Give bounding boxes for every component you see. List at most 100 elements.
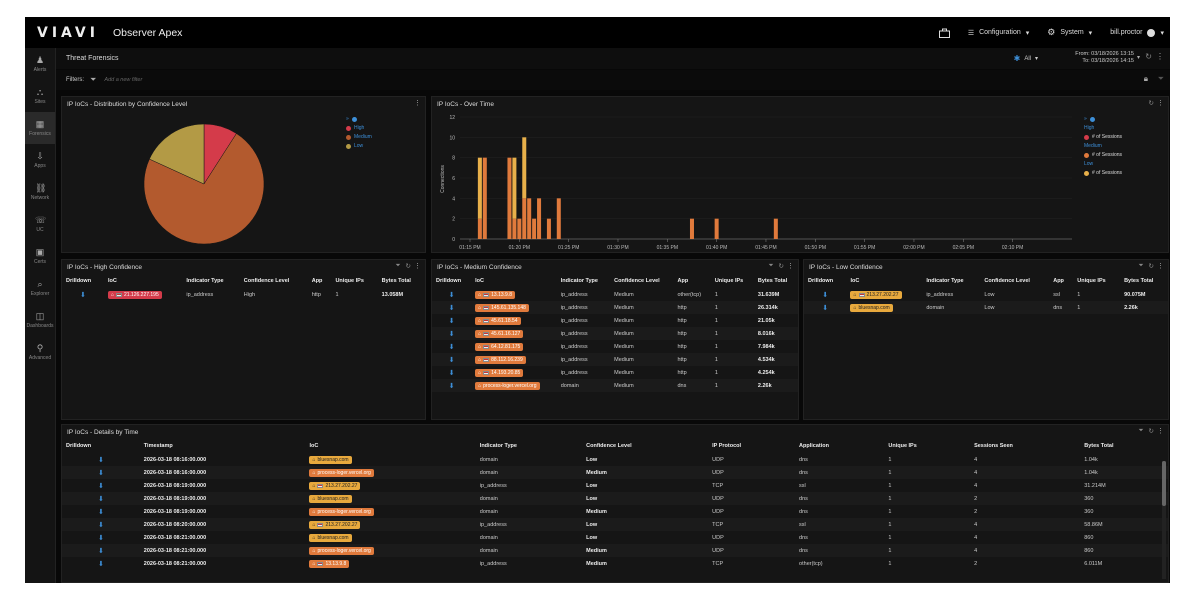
table-row[interactable]: ⬇ 2026-03-18 08:20:00.000 ⌂ 213.27.202.27 ip… [62,518,1168,531]
column-header[interactable]: Bytes Total [1124,278,1154,284]
ioc-tag[interactable]: ⌂ process-loger.vercel.org [309,507,374,516]
drilldown-icon[interactable]: ⬇ [448,369,455,377]
column-header[interactable]: IoC [107,278,117,284]
column-header[interactable]: Bytes Total [757,278,788,284]
table-row[interactable]: ⬇ 2026-03-18 08:21:00.000 ⌂ process-loger.v… [62,544,1168,557]
ioc-tag[interactable]: ⌂ process-loger.vercel.org [309,468,374,477]
table-row[interactable]: ⬇ 2026-03-18 08:16:00.000 ⌂ bluesnap.com dom… [62,453,1168,466]
refresh-icon[interactable]: ↻ [1148,100,1154,107]
briefcase-icon[interactable] [938,28,950,38]
column-header[interactable]: Confidence Level [243,278,290,284]
ioc-tag[interactable]: ⌂ 13.13.9.8 [475,290,515,299]
drilldown-icon[interactable]: ⬇ [448,343,455,351]
column-header[interactable]: Unique IPs [335,278,364,284]
table-row[interactable]: ⬇ 2026-03-18 08:21:00.000 ⌂ bluesnap.com dom… [62,531,1168,544]
kebab-menu-icon[interactable]: ⋮ [414,263,421,270]
table-row[interactable]: ⬇ ⌂ 213.27.202.27 ip_address Low ssl 1 90.075M [804,288,1168,301]
column-header[interactable]: App [311,278,323,284]
kebab-menu-icon[interactable]: ⋮ [1156,52,1164,61]
kebab-menu-icon[interactable]: ⋮ [787,263,794,270]
ioc-tag[interactable]: ⌂ bluesnap.com [309,494,352,503]
column-header[interactable]: IoC [850,278,860,284]
column-header[interactable]: Confidence Level [586,443,632,449]
column-header[interactable]: Application [799,443,829,449]
drilldown-icon[interactable]: ⬇ [97,534,104,542]
sidebar-item-alerts[interactable]: ♟ Alerts [25,48,55,80]
scrollbar-thumb[interactable] [1162,461,1166,506]
table-row[interactable]: ⬇ 2026-03-18 08:19:00.000 ⌂ process-loger.v… [62,505,1168,518]
legend-item[interactable]: Low [346,142,372,151]
table-row[interactable]: ⬇ ⌂ 45.61.16.127 ip_address Medium http 1 8.016… [432,327,798,340]
user-menu[interactable]: bill.proctor ▾ [1110,28,1164,37]
bar-medium[interactable] [512,218,517,239]
ioc-tag[interactable]: ⌂ 88.112.16.239 [475,355,526,364]
column-header[interactable]: Bytes Total [381,278,411,284]
column-header[interactable]: Drilldown [66,443,92,449]
table-row[interactable]: ⬇ 2026-03-18 08:16:00.000 ⌂ process-loger.v… [62,466,1168,479]
sidebar-item-forensics[interactable]: ▦ Forensics [25,112,55,144]
bar-medium[interactable] [714,218,719,239]
table-row[interactable]: ⬇ ⌂ 88.112.16.239 ip_address Medium http 1 4.53… [432,353,798,366]
ioc-tag[interactable]: ⌂ 213.27.202.27 [850,290,902,299]
kebab-menu-icon[interactable]: ⋮ [1157,100,1164,107]
filter-icon[interactable]: ⏷ [1138,262,1144,269]
sidebar-item-sites[interactable]: ⛬ Sites [25,80,55,112]
pie-slice-low[interactable] [149,123,205,185]
pie-slice-medium[interactable] [143,133,265,245]
drilldown-icon[interactable]: ⬇ [822,291,829,299]
ioc-tag[interactable]: ⌂ 13.13.9.8 [309,559,350,568]
ioc-tag[interactable]: ⌂ 21.126.227.195 [107,290,162,299]
drilldown-icon[interactable]: ⬇ [62,544,140,557]
bar-medium[interactable] [527,198,532,239]
sidebar-item-explorer[interactable]: ⌕ Explorer [25,272,55,304]
column-header[interactable]: Drilldown [808,278,834,284]
column-header[interactable]: Unique IPs [714,278,744,284]
ioc-tag[interactable]: ⌂ bluesnap.com [309,455,352,464]
table-row[interactable]: ⬇ ⌂ 21.126.227.195 ip_address High http 1 13.05… [62,288,425,301]
drilldown-icon[interactable]: ⬇ [432,353,472,366]
column-header[interactable]: Drilldown [66,278,92,284]
ioc-tag[interactable]: ⌂ bluesnap.com [309,533,352,542]
filter-input[interactable]: Add a new filter [104,77,143,83]
table-row[interactable]: ⬇ ⌂ 145.61.135.148 ip_address Medium http 1 26.… [432,301,798,314]
time-range[interactable]: From: 03/18/2026 13:15 To: 03/18/2026 14… [1075,51,1134,65]
column-header[interactable]: Unique IPs [888,443,917,449]
bar-medium[interactable] [507,157,512,239]
bar-low[interactable] [522,137,527,199]
expand-icon[interactable]: » [1084,116,1087,122]
table-row[interactable]: ⬇ 2026-03-18 08:21:00.000 ⌂ 13.13.9.8 ip_add… [62,557,1168,570]
drilldown-icon[interactable]: ⬇ [62,518,140,531]
drilldown-icon[interactable]: ⬇ [804,301,847,314]
table-row[interactable]: ⬇ 2026-03-18 08:19:00.000 ⌂ bluesnap.com dom… [62,492,1168,505]
ioc-tag[interactable]: ⌂ process-loger.vercel.org [475,381,540,390]
column-header[interactable]: App [677,278,689,284]
funnel-icon[interactable]: ⏷ [1157,74,1164,83]
ioc-tag[interactable]: ⌂ 213.27.202.27 [309,481,361,490]
ioc-tag[interactable]: ⌂ bluesnap.com [850,303,893,312]
column-header[interactable]: Timestamp [143,443,173,449]
drilldown-icon[interactable]: ⬇ [432,327,472,340]
expand-icon[interactable]: » [346,116,349,122]
bar-medium[interactable] [477,218,482,239]
legend-item[interactable]: # of Sessions [1084,151,1122,160]
lock-icon[interactable]: 🔒︎ [1143,74,1148,83]
ioc-tag[interactable]: ⌂ 14.193.20.85 [475,368,524,377]
sidebar-item-apps[interactable]: ⇩ Apps [25,144,55,176]
bar-medium[interactable] [537,198,542,239]
scope-selector[interactable]: ✱ All ▾ [1014,54,1038,63]
column-header[interactable]: App [1053,278,1064,284]
drilldown-icon[interactable]: ⬇ [97,456,104,464]
table-row[interactable]: ⬇ ⌂ 64.12.81.175 ip_address Medium http 1 7.984… [432,340,798,353]
column-header[interactable]: IoC [475,278,484,284]
column-header[interactable]: Indicator Type [479,443,517,449]
kebab-menu-icon[interactable]: ⋮ [1157,263,1164,270]
column-header[interactable]: Confidence Level [614,278,660,284]
time-range-chevron-icon[interactable]: ▾ [1136,55,1140,61]
bar-medium[interactable] [773,218,778,239]
bar-medium[interactable] [689,218,694,239]
filter-icon[interactable]: ⏷ [768,262,774,269]
table-row[interactable]: ⬇ ⌂ process-loger.vercel.org domain Medium dn… [432,379,798,392]
filter-icon[interactable]: ⏷ [1138,427,1144,434]
ioc-tag[interactable]: ⌂ 45.61.16.127 [475,329,524,338]
bar-medium[interactable] [482,157,487,239]
